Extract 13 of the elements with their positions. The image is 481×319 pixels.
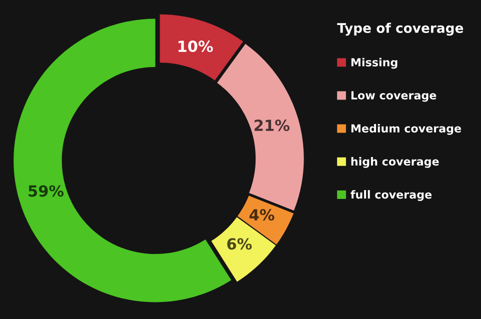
data-label: 59% — [28, 185, 64, 197]
legend-label: Missing — [351, 58, 398, 69]
data-label: 6% — [227, 238, 252, 250]
legend-title: Type of coverage — [337, 22, 464, 36]
data-label: 10% — [178, 40, 213, 52]
data-label: 4% — [250, 209, 274, 221]
data-label: 21% — [254, 120, 290, 132]
donut-slice — [217, 44, 304, 211]
legend-label: high coverage — [351, 157, 439, 168]
legend-label: Low coverage — [351, 91, 436, 102]
donut-slice — [160, 14, 244, 80]
legend-label: full coverage — [350, 190, 432, 201]
legend-label: Medium coverage — [351, 124, 462, 135]
